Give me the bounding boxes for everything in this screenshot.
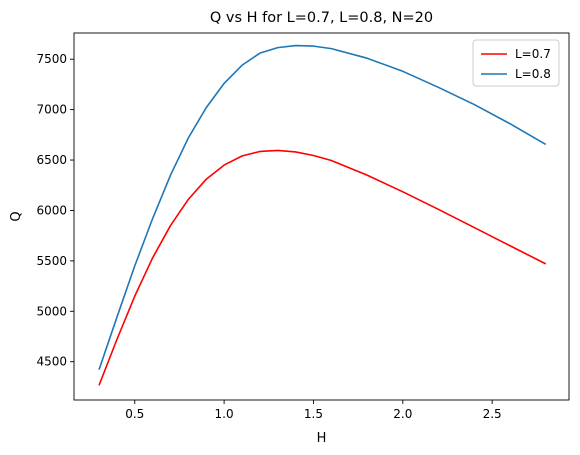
series-line-L=0.7 [98,149,547,386]
legend: L=0.7 L=0.8 [472,39,560,87]
y-tick-label: 6000 [36,203,67,217]
x-tick-label: 1.5 [304,407,323,421]
y-axis: 4500 5000 5500 6000 6500 7000 7500 [36,52,74,369]
y-tick-label: 7500 [36,52,67,66]
y-axis-label: Q [9,211,24,221]
x-axis: 0.5 1.0 1.5 2.0 2.5 [125,400,502,421]
y-tick-label: 5500 [36,254,67,268]
axes-frame [73,32,570,401]
plot-area [98,44,547,386]
legend-label: L=0.8 [515,67,551,81]
chart-title: Q vs H for L=0.7, L=0.8, N=20 [210,10,433,26]
x-tick-label: 2.5 [483,407,502,421]
y-tick-label: 6500 [36,153,67,167]
y-tick-label: 7000 [36,103,67,117]
legend-label: L=0.7 [515,47,551,61]
x-tick-label: 1.0 [215,407,234,421]
y-tick-label: 5000 [36,304,67,318]
x-axis-label: H [317,431,327,446]
series-line-L=0.8 [98,44,547,371]
x-tick-label: 0.5 [125,407,144,421]
x-tick-label: 2.0 [393,407,412,421]
y-tick-label: 4500 [36,355,67,369]
